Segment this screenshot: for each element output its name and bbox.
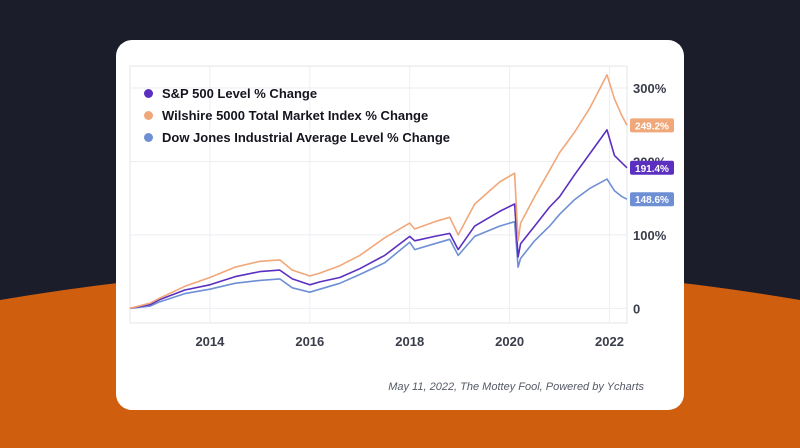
plot-frame — [129, 65, 628, 324]
legend-dot-wilshire — [144, 110, 153, 120]
y-tick-label: 300% — [633, 81, 667, 96]
legend-dot-dow — [144, 132, 153, 142]
end-label-badge-2 — [630, 192, 674, 207]
legend-label-dow: Dow Jones Industrial Average Level % Cha… — [162, 129, 451, 145]
series-line-0 — [129, 129, 628, 310]
legend-label-sp500: S&P 500 Level % Change — [162, 85, 318, 101]
end-label-badge-1 — [630, 118, 674, 133]
x-tick-label: 2014 — [195, 334, 225, 349]
end-label-0: 191.4% — [635, 164, 669, 175]
end-label-2: 148.6% — [635, 195, 669, 206]
x-tick-label: 2018 — [395, 334, 424, 349]
legend-item-dow[interactable]: Dow Jones Industrial Average Level % Cha… — [144, 126, 450, 148]
legend-item-sp500[interactable]: S&P 500 Level % Change — [144, 82, 450, 104]
series-line-1 — [129, 73, 628, 310]
end-label-1: 249.2% — [635, 121, 669, 132]
grid — [130, 66, 627, 323]
legend-dot-sp500 — [144, 88, 153, 98]
x-tick-label: 2022 — [595, 334, 624, 349]
end-label-badge-0 — [630, 160, 674, 175]
series-layer — [129, 73, 628, 310]
series-line-2 — [129, 178, 628, 310]
legend: S&P 500 Level % Change Wilshire 5000 Tot… — [144, 82, 450, 148]
y-tick-label: 0 — [633, 301, 640, 316]
x-tick-label: 2016 — [295, 334, 324, 349]
legend-label-wilshire: Wilshire 5000 Total Market Index % Chang… — [162, 107, 429, 123]
x-tick-label: 2020 — [495, 334, 524, 349]
x-axis: 2014 2016 2018 2020 2022 — [195, 334, 624, 349]
end-labels: 191.4% 249.2% 148.6% — [630, 118, 674, 207]
legend-item-wilshire[interactable]: Wilshire 5000 Total Market Index % Chang… — [144, 104, 450, 126]
y-tick-label: 100% — [633, 228, 667, 243]
source-caption: May 11, 2022, The Mottey Fool, Powered b… — [388, 381, 644, 393]
